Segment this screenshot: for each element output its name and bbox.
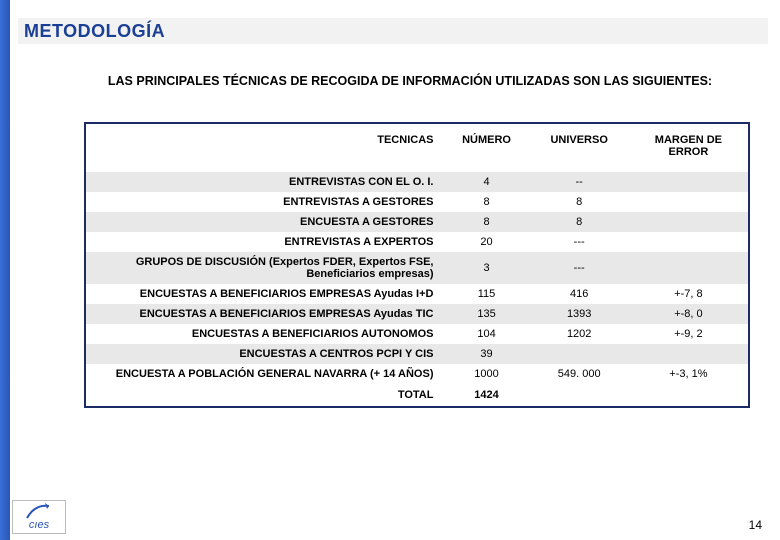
cell-numero: 1000 [443, 364, 529, 384]
cell-numero: 8 [443, 212, 529, 232]
techniques-table-wrap: TECNICAS NÚMERO UNIVERSO MARGEN DE ERROR… [84, 122, 750, 408]
logo-arrow-icon [23, 502, 53, 520]
cell-numero: 3 [443, 252, 529, 284]
cell-error [629, 232, 748, 252]
header-tecnicas: TECNICAS [86, 124, 443, 172]
table-row: ENCUESTAS A BENEFICIARIOS AUTONOMOS10412… [86, 324, 748, 344]
cell-universo: 416 [530, 284, 629, 304]
cell-numero: 8 [443, 192, 529, 212]
cell-tecnica: ENCUESTAS A BENEFICIARIOS EMPRESAS Ayuda… [86, 284, 443, 304]
table-row: ENCUESTAS A BENEFICIARIOS EMPRESAS Ayuda… [86, 304, 748, 324]
cell-numero: 20 [443, 232, 529, 252]
page-title: METODOLOGÍA [24, 21, 165, 42]
cell-numero: 135 [443, 304, 529, 324]
table-header-row: TECNICAS NÚMERO UNIVERSO MARGEN DE ERROR [86, 124, 748, 172]
left-accent-bar [0, 0, 10, 540]
cell-tecnica: ENTREVISTAS CON EL O. I. [86, 172, 443, 192]
techniques-table: TECNICAS NÚMERO UNIVERSO MARGEN DE ERROR… [86, 124, 748, 406]
table-total-row: TOTAL 1424 [86, 384, 748, 406]
cell-universo [530, 344, 629, 364]
table-row: ENTREVISTAS A EXPERTOS20--- [86, 232, 748, 252]
cell-universo: 1202 [530, 324, 629, 344]
total-label: TOTAL [86, 384, 443, 406]
total-numero: 1424 [443, 384, 529, 406]
cell-tecnica: ENCUESTAS A CENTROS PCPI Y CIS [86, 344, 443, 364]
cell-error [629, 172, 748, 192]
cell-error: +-8, 0 [629, 304, 748, 324]
table-row: ENCUESTA A GESTORES88 [86, 212, 748, 232]
cell-tecnica: ENCUESTA A POBLACIÓN GENERAL NAVARRA (+ … [86, 364, 443, 384]
header-numero: NÚMERO [443, 124, 529, 172]
cell-numero: 115 [443, 284, 529, 304]
table-row: ENTREVISTAS A GESTORES88 [86, 192, 748, 212]
page-number: 14 [749, 518, 762, 532]
cell-tecnica: GRUPOS DE DISCUSIÓN (Expertos FDER, Expe… [86, 252, 443, 284]
cell-tecnica: ENTREVISTAS A GESTORES [86, 192, 443, 212]
logo-text: cıes [29, 519, 49, 531]
cell-universo: 8 [530, 192, 629, 212]
cell-universo: -- [530, 172, 629, 192]
cell-universo: 1393 [530, 304, 629, 324]
cell-numero: 104 [443, 324, 529, 344]
cell-numero: 39 [443, 344, 529, 364]
cell-tecnica: ENCUESTA A GESTORES [86, 212, 443, 232]
cell-universo: 549. 000 [530, 364, 629, 384]
cell-error: +-7, 8 [629, 284, 748, 304]
table-row: ENTREVISTAS CON EL O. I.4-- [86, 172, 748, 192]
cell-tecnica: ENCUESTAS A BENEFICIARIOS EMPRESAS Ayuda… [86, 304, 443, 324]
title-band: METODOLOGÍA [18, 18, 768, 44]
table-row: ENCUESTAS A BENEFICIARIOS EMPRESAS Ayuda… [86, 284, 748, 304]
table-row: GRUPOS DE DISCUSIÓN (Expertos FDER, Expe… [86, 252, 748, 284]
table-row: ENCUESTAS A CENTROS PCPI Y CIS39 [86, 344, 748, 364]
cell-universo: --- [530, 252, 629, 284]
cell-error: +-3, 1% [629, 364, 748, 384]
cell-error [629, 212, 748, 232]
total-universo [530, 384, 629, 406]
header-universo: UNIVERSO [530, 124, 629, 172]
subtitle: LAS PRINCIPALES TÉCNICAS DE RECOGIDA DE … [100, 74, 720, 88]
cell-error: +-9, 2 [629, 324, 748, 344]
cell-universo: 8 [530, 212, 629, 232]
cell-tecnica: ENTREVISTAS A EXPERTOS [86, 232, 443, 252]
header-margen-error: MARGEN DE ERROR [629, 124, 748, 172]
table-row: ENCUESTA A POBLACIÓN GENERAL NAVARRA (+ … [86, 364, 748, 384]
cell-numero: 4 [443, 172, 529, 192]
cell-universo: --- [530, 232, 629, 252]
total-error [629, 384, 748, 406]
cell-error [629, 252, 748, 284]
cell-error [629, 344, 748, 364]
cell-tecnica: ENCUESTAS A BENEFICIARIOS AUTONOMOS [86, 324, 443, 344]
cies-logo: cıes [12, 500, 66, 534]
cell-error [629, 192, 748, 212]
